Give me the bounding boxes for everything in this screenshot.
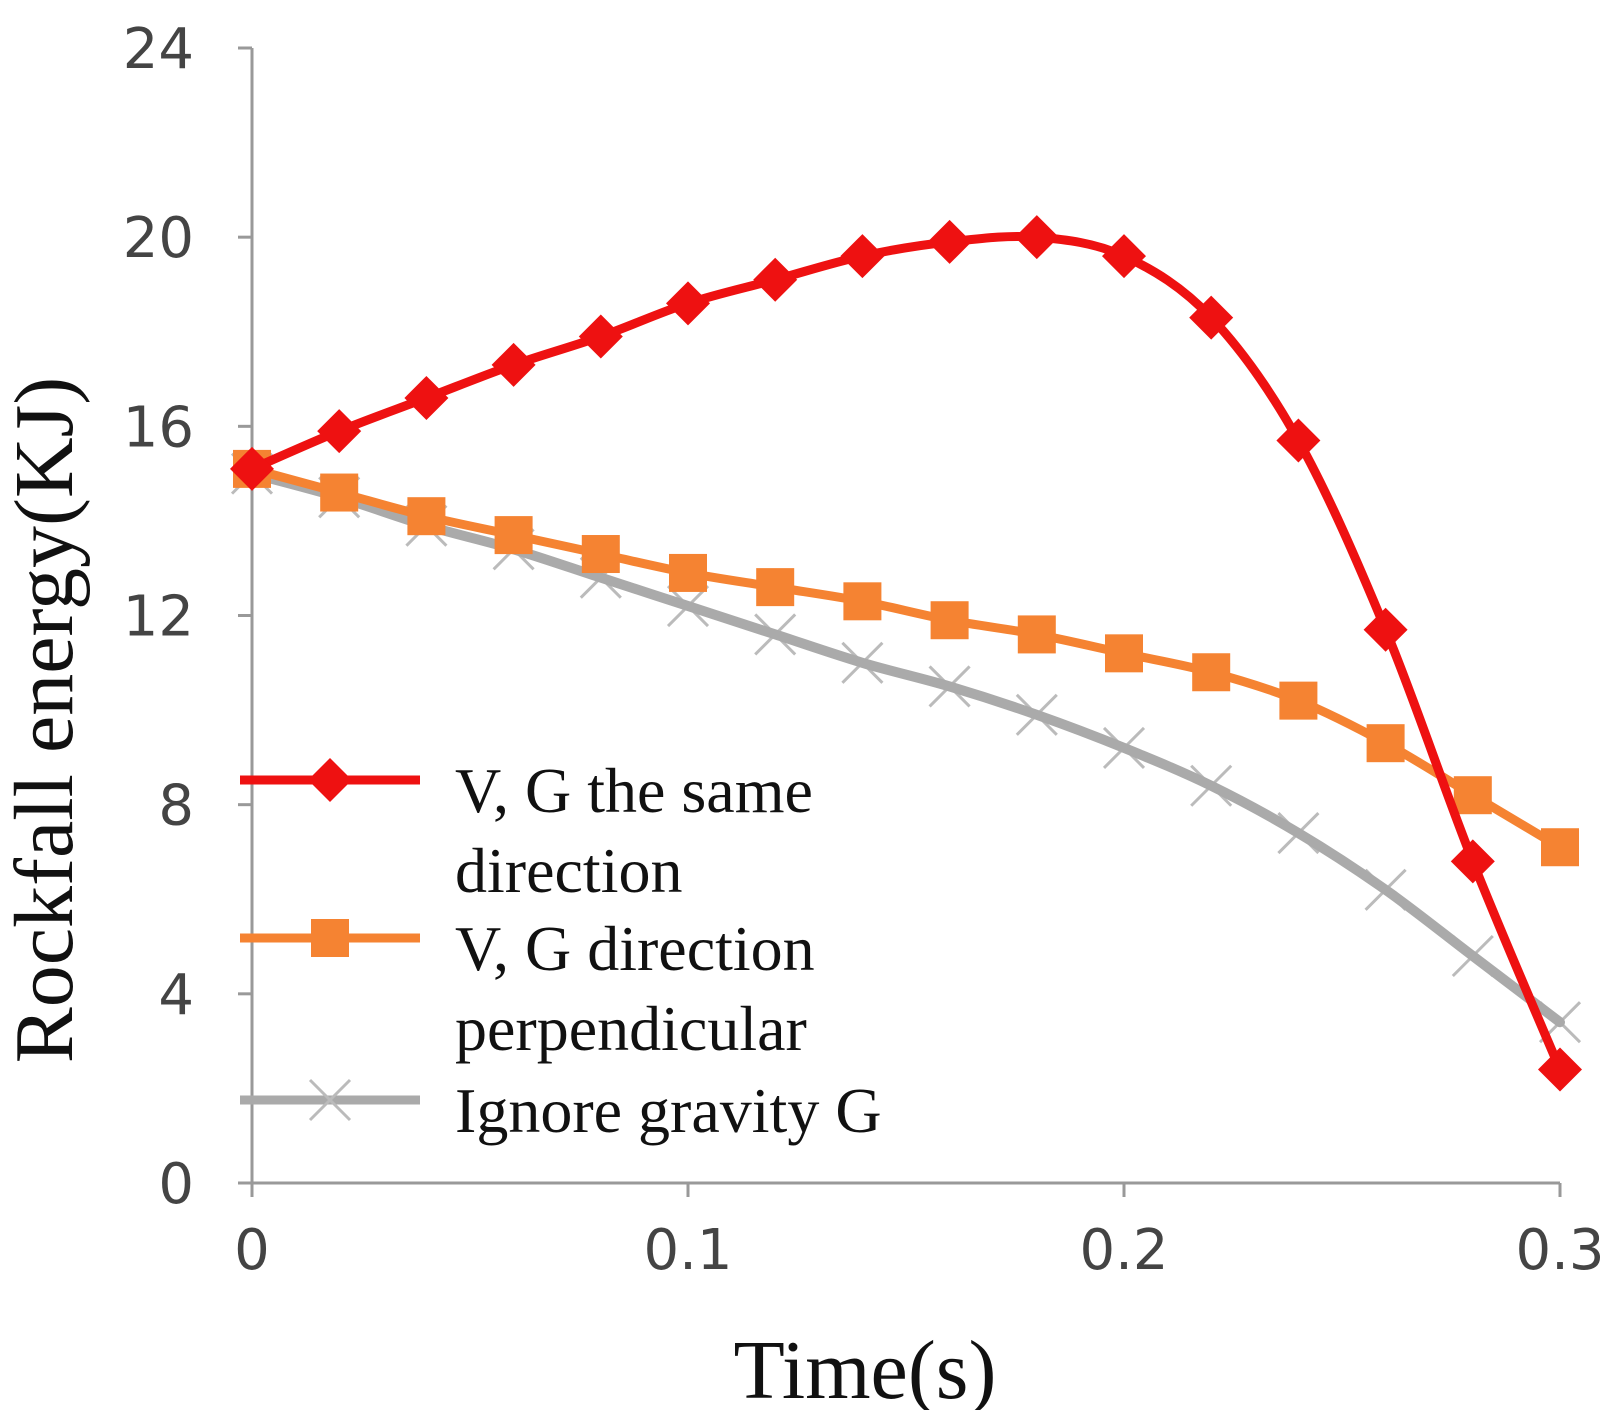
legend-swatch-marker-2-stroke-b <box>308 1078 352 1122</box>
legend-swatch-marker-0 <box>308 758 352 802</box>
series-1-point <box>1453 776 1492 815</box>
series-0-point <box>666 281 710 326</box>
y-tick-label: 16 <box>123 395 194 460</box>
series-1-point <box>1279 681 1318 720</box>
legend-label-0: direction <box>455 835 682 906</box>
series-0-point <box>840 234 885 279</box>
y-axis-title: Rockfall energy(KJ) <box>0 377 91 1064</box>
series-2-line <box>247 468 1565 1028</box>
legend-item-2: Ignore gravity G <box>240 1075 882 1146</box>
y-tick-label: 20 <box>123 206 194 271</box>
series-0-point <box>753 257 798 302</box>
series-1-point <box>1105 634 1143 673</box>
axes: 0 4 8 12 16 20 24 0 0.1 0.2 0.3 <box>123 17 1605 1283</box>
series-0 <box>230 215 1582 1092</box>
series-1-point <box>843 582 882 621</box>
y-tick-label: 4 <box>158 963 194 1028</box>
series-0-line <box>247 231 1565 1074</box>
series-0-point <box>491 342 536 387</box>
x-tick-label: 0.1 <box>643 1218 732 1283</box>
series-1-point <box>930 601 969 640</box>
x-tick-label: 0.3 <box>1515 1218 1604 1283</box>
series-1-point <box>669 553 707 592</box>
series-1-point <box>320 473 359 512</box>
series-1-point <box>494 516 533 555</box>
legend-label-0: V, G the same <box>455 755 813 826</box>
series-1-line <box>247 464 1565 852</box>
series-1 <box>233 449 1579 867</box>
y-tick-label: 0 <box>158 1152 194 1217</box>
y-tick-label: 12 <box>123 585 194 650</box>
x-axis-title: Time(s) <box>734 1324 997 1410</box>
legend-item-0: V, G the same direction <box>240 755 813 906</box>
series-0-point <box>1102 234 1146 279</box>
y-tick-label: 24 <box>123 17 194 82</box>
series-0-point <box>317 409 362 454</box>
series-1-point <box>1192 653 1231 692</box>
legend-swatch-marker-2 <box>308 1078 352 1122</box>
legend-label-1: V, G direction <box>455 913 815 984</box>
legend-label-2: Ignore gravity G <box>455 1075 882 1146</box>
series-0-point <box>1189 295 1234 340</box>
legend-item-1: V, G direction perpendicular <box>240 913 815 1064</box>
series-0-point <box>1450 839 1495 884</box>
series-1-point <box>1017 615 1056 654</box>
x-tick-label: 0.2 <box>1079 1218 1168 1283</box>
y-tick-label: 8 <box>158 774 194 839</box>
series-0-point <box>1363 607 1408 652</box>
legend-swatch-marker-1 <box>311 919 349 957</box>
legend-label-1: perpendicular <box>455 993 807 1064</box>
series-0-point <box>1276 418 1321 463</box>
series-1-point <box>407 497 446 536</box>
series-1-point <box>1541 828 1579 867</box>
series-0-point <box>927 219 972 264</box>
series-1-point <box>581 535 620 574</box>
series-0-point <box>1014 215 1059 260</box>
series-0-point <box>1538 1047 1582 1092</box>
series-1-point <box>756 568 795 607</box>
series-1-point <box>1366 724 1405 763</box>
x-tick-label: 0 <box>234 1218 270 1283</box>
series-0-point <box>578 314 623 359</box>
series-0-point <box>404 375 449 420</box>
series-layer <box>230 215 1582 1092</box>
series-0-point <box>230 446 274 491</box>
